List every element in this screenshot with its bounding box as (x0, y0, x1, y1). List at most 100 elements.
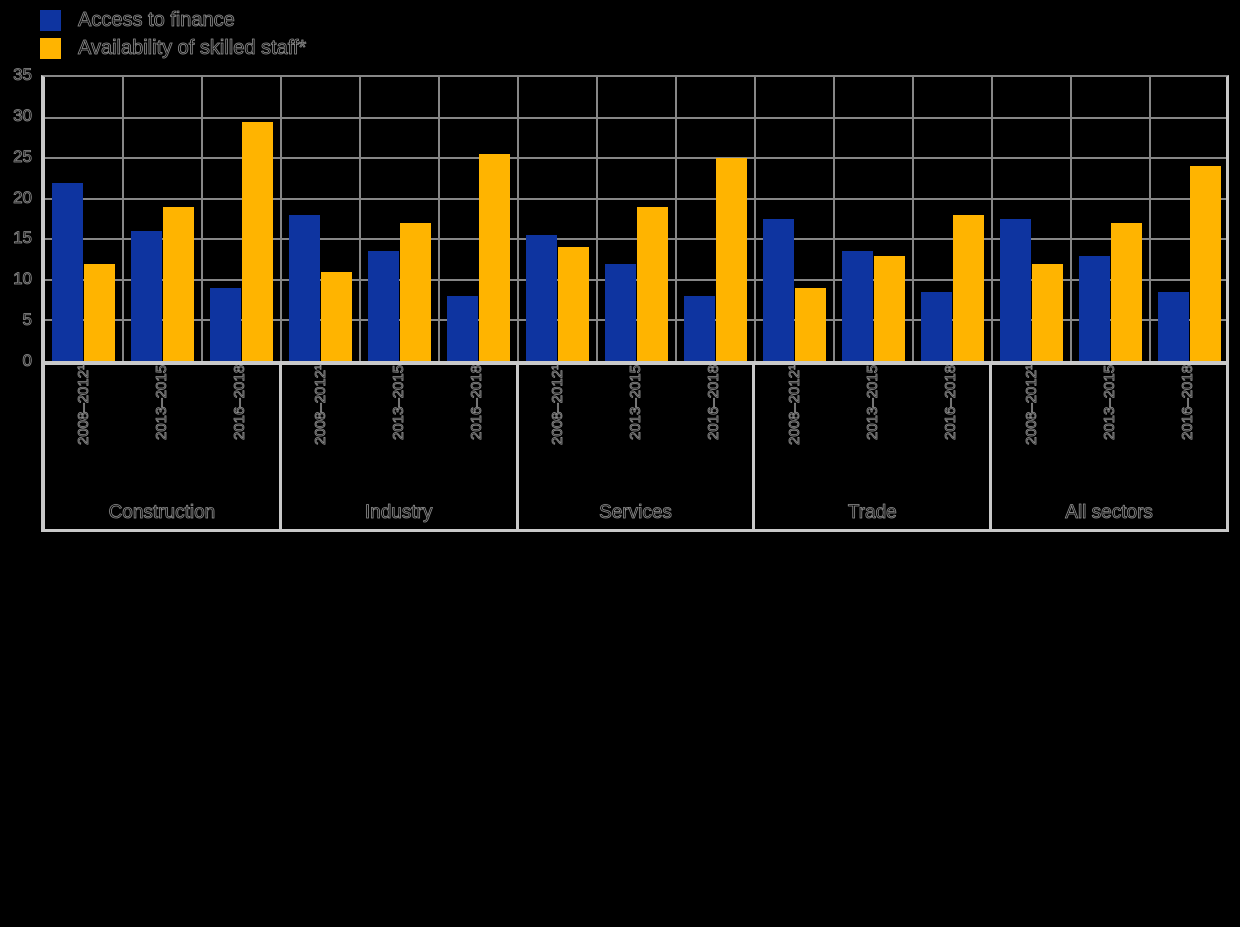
y-tick-label: 10 (13, 269, 33, 289)
category-cell (359, 77, 438, 361)
bar-access-to-finance (1158, 292, 1189, 361)
bar-access-to-finance (52, 182, 83, 361)
sector-label: All sectors (1065, 502, 1153, 524)
plot-area (41, 75, 1229, 365)
bar-availability-of-skilled-staff (84, 263, 115, 361)
sector-label: Services (599, 502, 673, 524)
legend-item-access-to-finance: Access to finance (40, 9, 306, 31)
x-tick-cell: 2008–2012¹ (282, 365, 360, 497)
bar-access-to-finance (1000, 219, 1031, 361)
bar-availability-of-skilled-staff (716, 158, 747, 361)
x-tick-cell: 2013–2015 (597, 365, 675, 497)
bar-availability-of-skilled-staff (479, 154, 510, 361)
x-tick-label: 2016–2018 (704, 365, 723, 441)
y-axis-tick-labels: 0 5 10 15 20 25 30 35 (0, 65, 34, 370)
y-tick-label: 0 (22, 351, 32, 370)
bar-access-to-finance (921, 292, 952, 361)
category-cell (912, 77, 991, 361)
gridline (45, 157, 1226, 160)
x-tick-row: 2008–2012¹ 2013–2015 2016–2018 (45, 365, 279, 497)
bar-availability-of-skilled-staff (1111, 223, 1142, 361)
bar-access-to-finance (526, 235, 557, 361)
x-tick-label: 2008–2012¹ (785, 365, 803, 446)
category-cell (122, 77, 201, 361)
sector-label: Trade (847, 502, 897, 524)
bar-group-industry (280, 77, 517, 361)
bar-availability-of-skilled-staff (1032, 263, 1063, 361)
x-tick-label: 2016–2018 (1178, 365, 1196, 441)
x-axis-group-industry: 2008–2012¹ 2013–2015 2016–2018 Industry (278, 365, 516, 529)
category-cell (45, 77, 122, 361)
bar-access-to-finance (447, 296, 478, 361)
legend-label-skilled-staff: Availability of skilled staff* (78, 37, 307, 60)
bar-group-all-sectors (991, 77, 1228, 361)
x-tick-label: 2016–2018 (468, 365, 486, 441)
sector-label: Industry (364, 502, 433, 524)
chart-legend: Access to finance Availability of skille… (40, 9, 307, 65)
y-tick-label: 35 (13, 65, 33, 84)
bar-availability-of-skilled-staff (637, 206, 668, 361)
x-tick-label: 2008–2012¹ (1022, 365, 1040, 446)
x-tick-row: 2008–2012¹ 2013–2015 2016–2018 (519, 365, 753, 497)
bar-availability-of-skilled-staff (321, 271, 352, 361)
x-tick-cell: 2016–2018 (911, 365, 989, 497)
bar-access-to-finance (368, 251, 399, 361)
category-cell (282, 77, 359, 361)
sector-label: Construction (108, 502, 216, 524)
x-tick-row: 2008–2012¹ 2013–2015 2016–2018 (992, 365, 1226, 497)
bar-availability-of-skilled-staff (1190, 166, 1221, 361)
bar-availability-of-skilled-staff (400, 223, 431, 361)
x-tick-label: 2016–2018 (231, 365, 249, 441)
bar-access-to-finance (131, 231, 162, 361)
x-tick-label: 2013–2015 (390, 365, 408, 441)
y-tick-label: 30 (13, 105, 33, 125)
x-tick-cell: 2016–2018 (674, 365, 752, 497)
bar-availability-of-skilled-staff (163, 206, 194, 361)
x-tick-cell: 2013–2015 (123, 365, 201, 497)
bar-access-to-finance (605, 263, 636, 361)
category-cell (438, 77, 517, 361)
bar-groups-row (45, 77, 1226, 361)
x-tick-cell: 2016–2018 (201, 365, 279, 497)
x-tick-label: 2008–2012¹ (312, 365, 330, 446)
bar-access-to-finance (842, 251, 873, 361)
bar-group-construction (45, 77, 280, 361)
x-axis-group-trade: 2008–2012¹ 2013–2015 2016–2018 Trade (752, 365, 989, 529)
gridline (45, 197, 1226, 200)
x-tick-cell: 2008–2012¹ (755, 365, 833, 497)
category-cell (201, 77, 280, 361)
bar-group-trade (754, 77, 991, 361)
bar-availability-of-skilled-staff (558, 247, 589, 361)
x-tick-label: 2008–2012¹ (75, 365, 93, 446)
x-tick-row: 2008–2012¹ 2013–2015 2016–2018 (755, 365, 989, 497)
sector-row: Construction (45, 497, 279, 529)
bar-access-to-finance (1079, 255, 1110, 361)
legend-item-skilled-staff: Availability of skilled staff* (40, 37, 307, 60)
x-tick-cell: 2013–2015 (833, 365, 911, 497)
bar-availability-of-skilled-staff (874, 255, 905, 361)
y-tick-label: 15 (13, 228, 33, 248)
sector-row: Services (519, 497, 753, 529)
x-tick-cell: 2008–2012¹ (992, 365, 1070, 497)
x-tick-label: 2013–2015 (627, 365, 645, 441)
x-tick-label: 2013–2015 (153, 365, 171, 441)
sector-row: Trade (755, 497, 989, 529)
category-cell (1070, 77, 1149, 361)
x-axis-label-area: 2008–2012¹ 2013–2015 2016–2018 Construction… (41, 365, 1229, 532)
x-tick-label: 2016–2018 (941, 365, 959, 441)
bar-group-services (517, 77, 754, 361)
x-axis-group-all-sectors: 2008–2012¹ 2013–2015 2016–2018 All sectors (989, 365, 1226, 529)
category-cell (833, 77, 912, 361)
bar-availability-of-skilled-staff (795, 287, 826, 361)
x-tick-cell: 2008–2012¹ (519, 365, 597, 497)
bar-access-to-finance (763, 219, 794, 361)
sector-row: Industry (282, 497, 516, 529)
legend-label-access-to-finance: Access to finance (78, 9, 236, 32)
category-cell (596, 77, 675, 361)
sector-row: All sectors (992, 497, 1226, 529)
category-cell (993, 77, 1070, 361)
x-tick-cell: 2016–2018 (438, 365, 516, 497)
x-tick-cell: 2013–2015 (1070, 365, 1148, 497)
category-cell (756, 77, 833, 361)
y-tick-label: 5 (22, 310, 32, 330)
